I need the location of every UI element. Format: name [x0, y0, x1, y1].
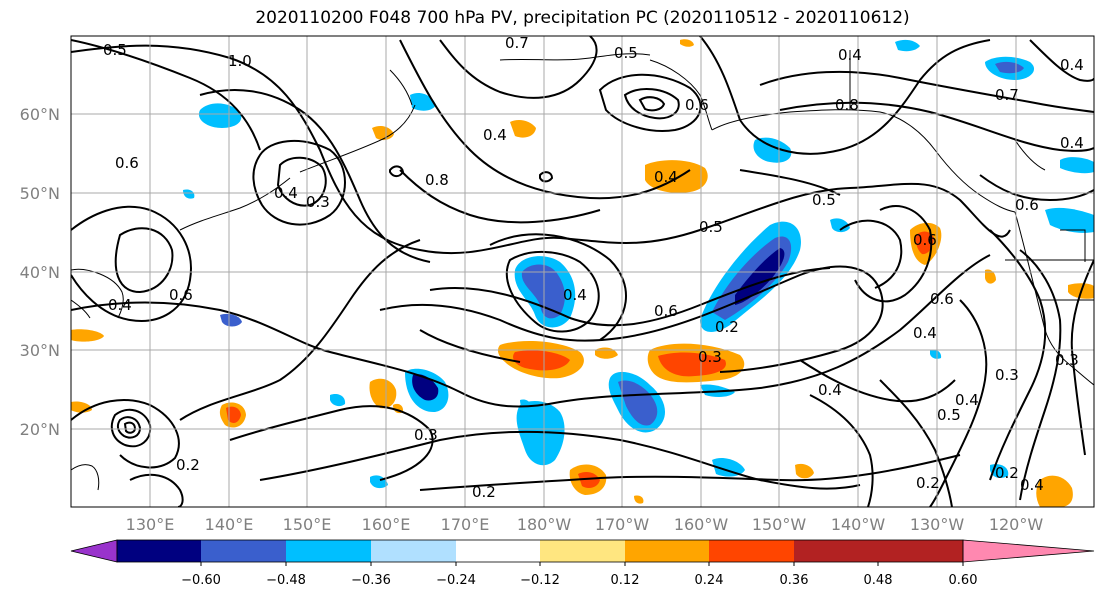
map-title: 2020110200 F048 700 hPa PV, precipitatio…	[255, 8, 910, 28]
lon-label: 150°W	[752, 515, 807, 534]
lon-label: 170°E	[441, 515, 490, 534]
lon-label: 160°W	[674, 515, 729, 534]
contour-label: 0.6	[169, 286, 193, 304]
contour-label: 0.2	[916, 474, 940, 492]
colorbar-tick-label: 0.36	[780, 573, 809, 588]
contour-label: 0.4	[838, 46, 862, 64]
contour-label: 0.3	[995, 366, 1019, 384]
colorbar-tick-label: −0.60	[181, 573, 221, 588]
colorbar-extend-low	[70, 539, 118, 563]
contour-label: 0.2	[715, 318, 739, 336]
contour-label: 0.4	[274, 184, 298, 202]
colorbar-bin	[540, 540, 625, 562]
contour-label: 0.3	[414, 426, 438, 444]
contour-label: 0.4	[563, 286, 587, 304]
contour-label: 0.4	[955, 391, 979, 409]
longitude-labels: 130°E 140°E 150°E 160°E 170°E 180°W 170°…	[126, 515, 1044, 534]
lon-label: 120°W	[989, 515, 1044, 534]
contour-label: 0.6	[930, 290, 954, 308]
contour-label: 0.5	[812, 191, 836, 209]
contour-label: 0.2	[995, 464, 1019, 482]
colorbar-tick-label: 0.12	[611, 573, 640, 588]
lon-label: 140°W	[831, 515, 886, 534]
colorbar-bin	[371, 540, 456, 562]
contour-label: 0.7	[505, 34, 529, 52]
colorbar-bin	[709, 540, 794, 562]
contour-label: 1.0	[228, 52, 252, 70]
contour-label: 0.6	[685, 96, 709, 114]
contour-label: 0.3	[306, 193, 330, 211]
contour-label: 0.8	[425, 171, 449, 189]
colorbar-extend-high	[962, 539, 1095, 563]
lat-label: 20°N	[20, 420, 60, 439]
contour-label: 0.4	[1020, 476, 1044, 494]
colorbar-tick-label: 0.60	[949, 573, 978, 588]
colorbar-bin	[878, 540, 963, 562]
contour-label: 0.8	[835, 96, 859, 114]
contour-label: 0.6	[115, 154, 139, 172]
colorbar-bin	[794, 540, 878, 562]
contour-label: 0.4	[818, 381, 842, 399]
lon-label: 140°E	[205, 515, 254, 534]
lon-label: 170°W	[595, 515, 650, 534]
contour-label: 0.3	[1055, 351, 1079, 369]
contour-labels: 0.5 1.0 0.5 0.4 0.4 0.8 0.7 0.6 0.6 0.3 …	[103, 34, 1084, 501]
contour-label: 0.7	[995, 86, 1019, 104]
colorbar-tick-label: 0.48	[864, 573, 893, 588]
lon-label: 180°W	[517, 515, 572, 534]
lat-label: 30°N	[20, 341, 60, 360]
colorbar-bin	[201, 540, 286, 562]
colorbar-bin	[625, 540, 709, 562]
colorbar-tick-label: −0.48	[266, 573, 306, 588]
contour-label: 0.4	[483, 126, 507, 144]
colorbar-tick-label: 0.24	[695, 573, 724, 588]
contour-label: 0.4	[913, 324, 937, 342]
contour-label: 0.4	[108, 296, 132, 314]
pv-contours	[71, 36, 1094, 507]
colorbar-tick-label: −0.12	[520, 573, 560, 588]
contour-label: 0.2	[472, 483, 496, 501]
colorbar-tick-label: −0.24	[436, 573, 476, 588]
colorbar-bin	[117, 540, 201, 562]
lat-label: 50°N	[20, 184, 60, 203]
latitude-labels: 60°N 50°N 40°N 30°N 20°N	[20, 105, 60, 439]
contour-label: 0.6	[913, 231, 937, 249]
contour-label: 0.5	[103, 41, 127, 59]
contour-label: 0.5	[937, 406, 961, 424]
coastlines	[71, 50, 1094, 491]
colorbar-tick-label: −0.36	[351, 573, 391, 588]
contour-label: 0.6	[1015, 196, 1039, 214]
contour-label: 0.6	[654, 302, 678, 320]
lat-label: 40°N	[20, 263, 60, 282]
colorbar-bin	[456, 540, 540, 562]
contour-label: 0.4	[654, 168, 678, 186]
contour-label: 0.4	[1060, 134, 1084, 152]
graticule	[71, 36, 1094, 507]
contour-label: 0.3	[698, 348, 722, 366]
plot-frame	[70, 35, 1095, 508]
precipitation-shading	[71, 39, 1094, 507]
lat-label: 60°N	[20, 105, 60, 124]
lon-label: 160°E	[362, 515, 411, 534]
contour-label: 0.4	[1060, 56, 1084, 74]
colorbar-bin	[286, 540, 371, 562]
colorbar: −0.60 −0.48 −0.36 −0.24 −0.12 0.12 0.24 …	[70, 539, 1095, 588]
lon-label: 130°W	[910, 515, 965, 534]
contour-label: 0.5	[699, 218, 723, 236]
lon-label: 130°E	[126, 515, 175, 534]
lon-label: 150°E	[283, 515, 332, 534]
contour-label: 0.2	[176, 456, 200, 474]
contour-label: 0.5	[614, 44, 638, 62]
